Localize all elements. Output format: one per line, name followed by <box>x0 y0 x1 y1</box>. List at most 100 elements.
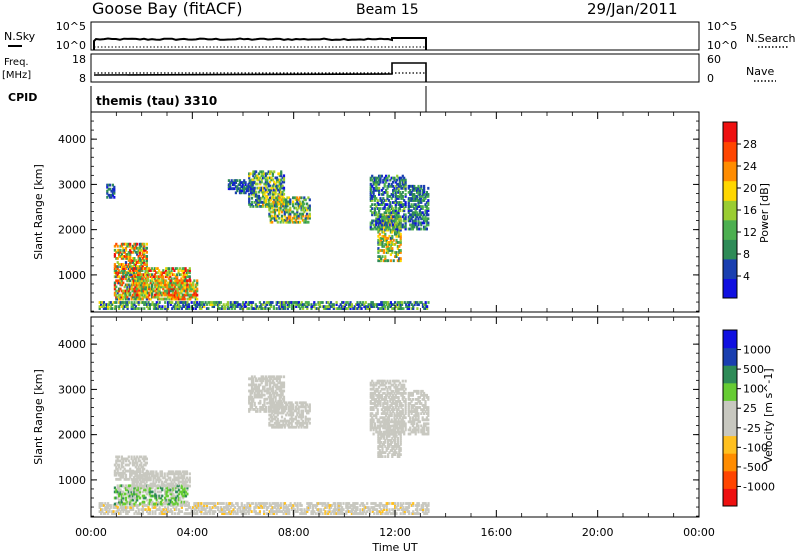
heatmap-cell <box>378 219 381 223</box>
heatmap-cell <box>122 269 125 272</box>
heatmap-cell <box>317 512 320 515</box>
heatmap-cell <box>127 267 130 270</box>
heatmap-cell <box>115 301 118 304</box>
heatmap-cell <box>249 405 252 409</box>
heatmap-cell <box>378 217 381 221</box>
heatmap-cell <box>289 421 292 425</box>
heatmap-cell <box>346 508 349 511</box>
heatmap-cell <box>417 227 420 231</box>
heatmap-cell <box>185 273 189 277</box>
heatmap-cell <box>115 242 118 246</box>
heatmap-cell <box>290 218 293 222</box>
heatmap-cell <box>146 275 150 279</box>
heatmap-cell <box>119 255 122 258</box>
heatmap-cell <box>154 494 157 498</box>
heatmap-cell <box>222 506 225 509</box>
heatmap-cell <box>417 221 420 225</box>
heatmap-cell <box>193 504 196 507</box>
heatmap-cell <box>317 502 320 505</box>
heatmap-cell <box>127 301 131 304</box>
heatmap-cell <box>425 221 428 225</box>
heatmap-cell <box>115 506 118 509</box>
heatmap-cell <box>118 275 121 279</box>
heatmap-cell <box>271 186 274 190</box>
heatmap-cell <box>219 307 222 310</box>
heatmap-cell <box>231 303 234 306</box>
heatmap-cell <box>113 287 116 291</box>
heatmap-cell <box>377 234 380 238</box>
heatmap-cell <box>176 273 179 277</box>
heatmap-cell <box>251 189 254 193</box>
heatmap-cell <box>222 510 225 513</box>
heatmap-cell <box>137 281 140 285</box>
heatmap-cell <box>123 471 126 475</box>
heatmap-cell <box>196 504 199 507</box>
heatmap-cell <box>263 389 266 393</box>
heatmap-cell <box>164 502 167 506</box>
heatmap-cell <box>423 199 426 202</box>
heatmap-cell <box>143 261 146 264</box>
heatmap-cell <box>158 484 161 488</box>
heatmap-cell <box>280 202 284 206</box>
heatmap-cell <box>179 287 182 291</box>
heatmap-cell <box>281 389 284 393</box>
heatmap-cell <box>138 459 142 463</box>
heatmap-cell <box>310 303 313 306</box>
heatmap-cell <box>280 407 284 411</box>
heatmap-cell <box>329 305 333 308</box>
heatmap-cell <box>380 259 383 263</box>
heatmap-cell <box>386 225 389 229</box>
heatmap-cell <box>259 200 262 204</box>
heatmap-cell <box>176 283 179 287</box>
heatmap-cell <box>165 478 168 482</box>
heatmap-cell <box>116 455 119 459</box>
heatmap-cell <box>396 174 399 178</box>
heatmap-cell <box>115 473 118 477</box>
heatmap-cell <box>399 307 402 310</box>
freq-series <box>93 62 427 82</box>
heatmap-cell <box>272 502 275 505</box>
heatmap-cell <box>262 194 265 198</box>
heatmap-cell <box>187 502 190 505</box>
heatmap-cell <box>175 297 178 301</box>
heatmap-cell <box>158 301 161 304</box>
heatmap-cell <box>222 512 225 515</box>
heatmap-cell <box>170 277 173 281</box>
heatmap-cell <box>279 403 282 407</box>
heatmap-cell <box>411 186 414 190</box>
heatmap-cell <box>277 172 280 176</box>
heatmap-cell <box>156 474 159 478</box>
heatmap-cell <box>260 174 263 178</box>
heatmap-cell <box>259 410 262 413</box>
heatmap-cell <box>407 303 411 306</box>
heatmap-cell <box>290 417 293 421</box>
heatmap-cell <box>272 401 275 405</box>
heatmap-cell <box>229 305 232 308</box>
heatmap-cell <box>142 289 145 293</box>
heatmap-cell <box>375 508 379 511</box>
heatmap-cell <box>259 205 262 208</box>
heatmap-cell <box>390 184 393 188</box>
heatmap-cell <box>364 301 367 304</box>
heatmap-cell <box>357 303 360 306</box>
heatmap-cell <box>126 303 129 306</box>
heatmap-cell <box>116 492 119 496</box>
heatmap-cell <box>306 423 309 427</box>
heatmap-cell <box>414 199 417 202</box>
heatmap-cell <box>179 295 182 299</box>
heatmap-cell <box>167 269 170 272</box>
heatmap-cell <box>180 480 183 484</box>
heatmap-cell <box>420 199 423 202</box>
heatmap-cell <box>271 405 274 409</box>
heatmap-cell <box>368 508 372 511</box>
heatmap-cell <box>226 512 229 515</box>
heatmap-cell <box>141 250 144 254</box>
heatmap-cell <box>252 191 256 195</box>
heatmap-cell <box>152 506 156 509</box>
heatmap-cell <box>243 179 246 182</box>
heatmap-cell <box>392 176 395 180</box>
heatmap-cell <box>175 305 178 308</box>
heatmap-cell <box>371 502 374 505</box>
heatmap-cell <box>297 301 300 304</box>
heatmap-cell <box>250 389 254 393</box>
